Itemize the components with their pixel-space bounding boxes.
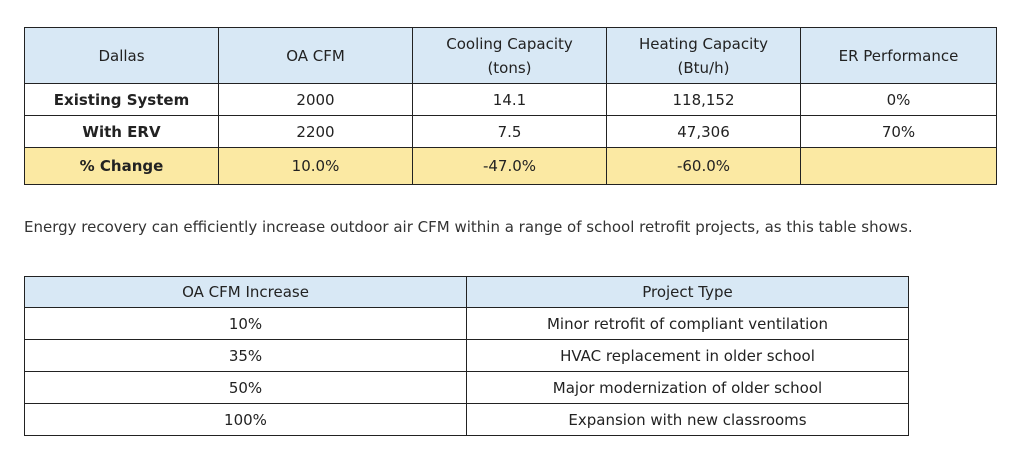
table-cell: 14.1: [412, 83, 607, 116]
table-cell: -60.0%: [606, 147, 801, 185]
table-cell: 10.0%: [218, 147, 413, 185]
row-label-with-erv: With ERV: [24, 115, 219, 148]
table-cell: Major modernization of older school: [466, 371, 909, 404]
table-cell: 118,152: [606, 83, 801, 116]
table-cell: 0%: [800, 83, 997, 116]
row-label-existing-system: Existing System: [24, 83, 219, 116]
table-cell: -47.0%: [412, 147, 607, 185]
header-cooling-capacity: Cooling Capacity (tons): [412, 27, 607, 84]
table-row: Existing System 2000 14.1 118,152 0%: [24, 83, 997, 116]
table-cell: 70%: [800, 115, 997, 148]
table-row: With ERV 2200 7.5 47,306 70%: [24, 115, 997, 148]
table-cell: 2200: [218, 115, 413, 148]
table-row: 100% Expansion with new classrooms: [24, 403, 909, 436]
table-cell: HVAC replacement in older school: [466, 339, 909, 372]
caption-text: Energy recovery can efficiently increase…: [24, 218, 913, 236]
table-cell: Minor retrofit of compliant ventilation: [466, 307, 909, 340]
table-row: 10% Minor retrofit of compliant ventilat…: [24, 307, 909, 340]
header-oa-cfm-increase: OA CFM Increase: [24, 276, 467, 308]
table-cell: 100%: [24, 403, 467, 436]
percent-change-row: % Change 10.0% -47.0% -60.0%: [24, 147, 997, 185]
header-dallas: Dallas: [24, 27, 219, 84]
header-heating-capacity: Heating Capacity (Btu/h): [606, 27, 801, 84]
table-cell: 10%: [24, 307, 467, 340]
project-type-table: OA CFM Increase Project Type 10% Minor r…: [24, 276, 909, 436]
table-row: 50% Major modernization of older school: [24, 371, 909, 404]
table-header-row: OA CFM Increase Project Type: [24, 276, 909, 308]
table-cell: 2000: [218, 83, 413, 116]
table-header-row: Dallas OA CFM Cooling Capacity (tons) He…: [24, 27, 997, 84]
table-cell: 47,306: [606, 115, 801, 148]
header-oa-cfm: OA CFM: [218, 27, 413, 84]
table-cell: 7.5: [412, 115, 607, 148]
table-row: 35% HVAC replacement in older school: [24, 339, 909, 372]
header-er-performance: ER Performance: [800, 27, 997, 84]
table-cell: 35%: [24, 339, 467, 372]
table-cell: [800, 147, 997, 185]
header-project-type: Project Type: [466, 276, 909, 308]
table-cell: Expansion with new classrooms: [466, 403, 909, 436]
table-cell: 50%: [24, 371, 467, 404]
capacity-comparison-table: Dallas OA CFM Cooling Capacity (tons) He…: [24, 27, 997, 185]
row-label-percent-change: % Change: [24, 147, 219, 185]
